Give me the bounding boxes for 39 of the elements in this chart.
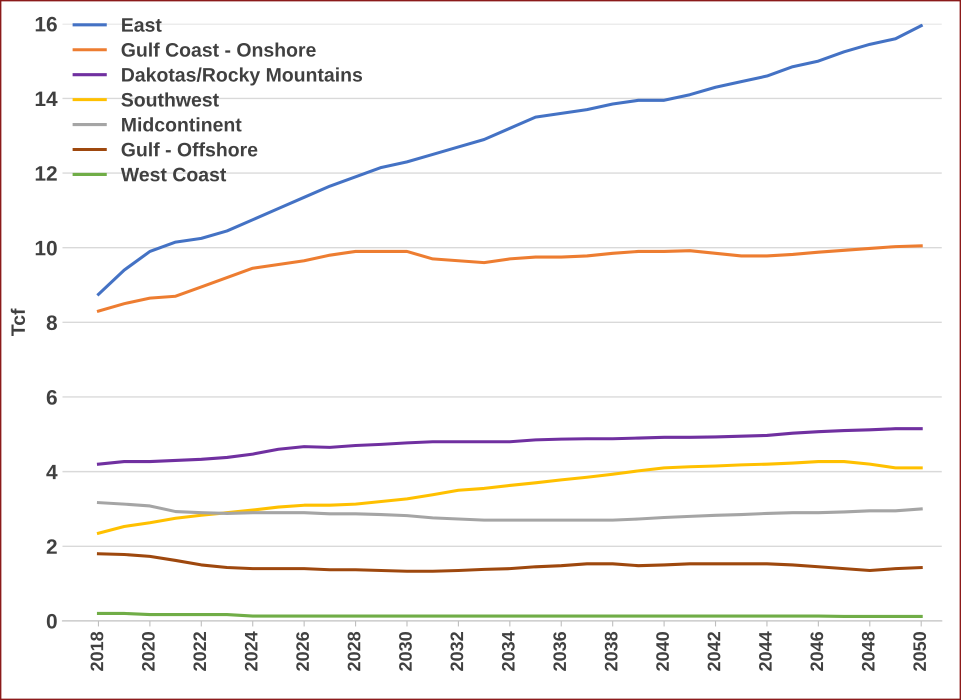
line-series — [96, 552, 923, 573]
x-tick-label: 2034 — [502, 631, 515, 671]
x-tick-label: 2032 — [450, 632, 464, 671]
x-tick-label: 2040 — [656, 632, 669, 671]
x-tick-label: 2030 — [399, 632, 412, 671]
x-tick-label: 2018 — [90, 632, 104, 671]
legend-label: Gulf Coast - Onshore — [122, 42, 316, 57]
line-series — [96, 501, 923, 522]
y-tick-label: 10 — [36, 240, 57, 256]
line-series — [96, 244, 923, 313]
y-tick-label: 12 — [36, 166, 57, 181]
y-tick-label: 0 — [46, 614, 57, 629]
legend-label: Gulf - Offshore — [122, 142, 258, 156]
x-tick-label: 2022 — [193, 632, 206, 671]
legend-label: West Coast — [120, 168, 226, 182]
x-tick-label: 2036 — [553, 632, 566, 671]
x-tick-label: 2046 — [810, 632, 824, 671]
legend-label: Southwest — [121, 92, 219, 107]
legend-label: East — [122, 18, 162, 32]
y-tick-label: 4 — [46, 464, 58, 480]
y-axis-title: Tcf — [10, 308, 26, 336]
x-tick-label: 2020 — [142, 632, 155, 671]
x-tick-label: 2044 — [759, 631, 772, 671]
x-tick-label: 2038 — [604, 632, 618, 671]
line-series — [96, 460, 923, 535]
legend-label: Dakotas/Rocky Mountains — [122, 67, 362, 86]
y-tick-label: 2 — [46, 539, 57, 554]
x-tick-label: 2050 — [913, 632, 926, 671]
x-tick-label: 2042 — [708, 632, 720, 671]
y-tick-label: 16 — [36, 16, 57, 32]
x-tick-label: 2048 — [862, 632, 875, 671]
y-tick-label: 8 — [46, 315, 57, 330]
x-tick-label: 2024 — [244, 631, 258, 671]
legend-label: Midcontinent — [122, 117, 242, 132]
y-tick-label: 6 — [46, 390, 57, 405]
x-tick-label: 2026 — [296, 632, 309, 671]
line-series — [96, 427, 923, 466]
y-tick-label: 14 — [36, 92, 58, 106]
x-tick-label: 2028 — [348, 632, 360, 671]
